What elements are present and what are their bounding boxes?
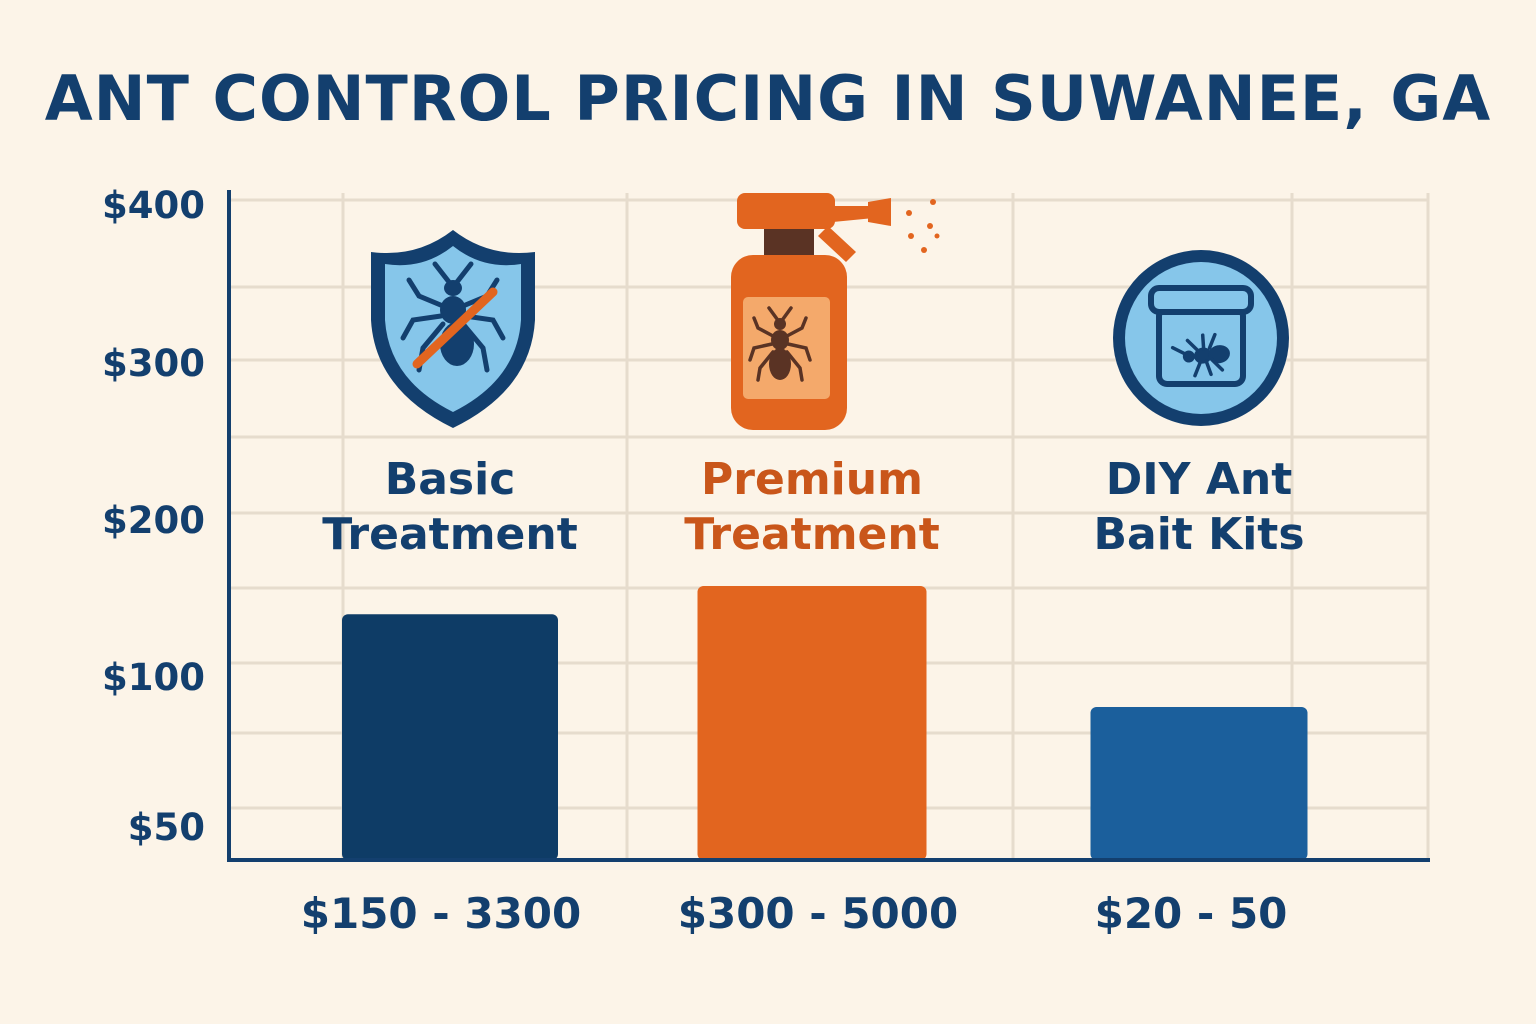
- category-label-line1: DIY Ant: [1106, 454, 1292, 505]
- bar: [1090, 707, 1308, 860]
- spray-mist: [906, 199, 940, 253]
- spray-bottle-ant-icon: [731, 193, 940, 430]
- bars: [342, 585, 1308, 860]
- axes: [227, 190, 1430, 862]
- range-label: $20 - 50: [1095, 889, 1288, 938]
- bar: [697, 585, 927, 860]
- y-tick-label: $300: [102, 342, 205, 385]
- shield-ant-icon: [371, 230, 535, 428]
- y-tick-label: $100: [102, 656, 205, 699]
- category-label-line1: Basic: [385, 454, 516, 505]
- bait-jar-ant-icon: [1113, 250, 1289, 426]
- range-labels: $150 - 3300 $300 - 5000 $20 - 50: [301, 889, 1288, 938]
- category-label-line1: Premium: [701, 454, 923, 505]
- bar: [342, 614, 558, 860]
- y-tick-label: $400: [102, 184, 205, 227]
- chart-title: ANT CONTROL PRICING IN SUWANEE, GA: [44, 62, 1492, 135]
- y-axis-ticks: $400 $300 $200 $100 $50: [102, 184, 205, 849]
- category-label-line2: Treatment: [684, 509, 940, 560]
- y-tick-label: $50: [128, 806, 205, 849]
- category-label-line2: Treatment: [322, 509, 578, 560]
- range-label: $150 - 3300: [301, 889, 581, 938]
- range-label: $300 - 5000: [678, 889, 958, 938]
- category-label-line2: Bait Kits: [1093, 509, 1304, 560]
- category-label: DIY Ant Bait Kits: [1093, 454, 1304, 560]
- category-label: Basic Treatment: [322, 454, 578, 560]
- y-tick-label: $200: [102, 499, 205, 542]
- category-label: Premium Treatment: [684, 454, 940, 560]
